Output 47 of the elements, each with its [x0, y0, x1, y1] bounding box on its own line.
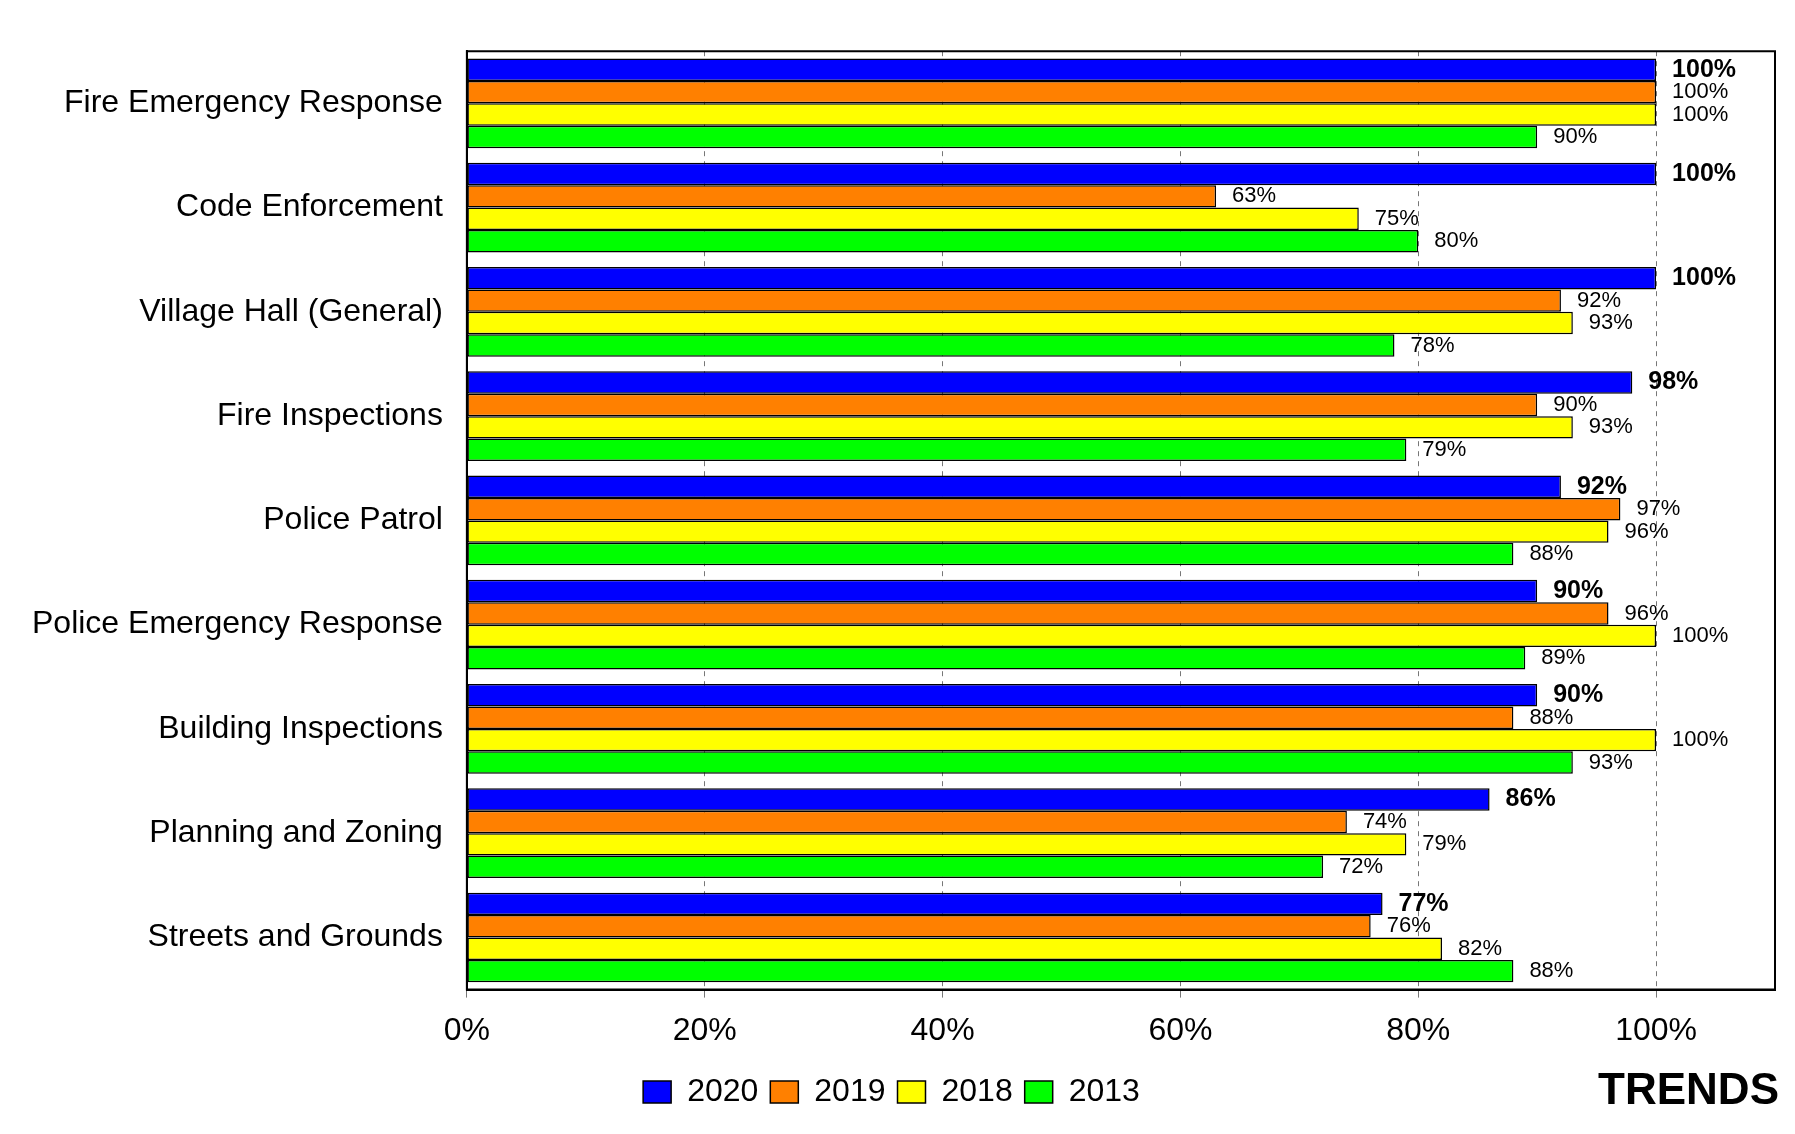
data-label: 79% [1422, 830, 1467, 856]
data-label: 93% [1588, 748, 1633, 774]
legend-label: 2013 [1068, 1071, 1140, 1108]
data-label: 75% [1374, 204, 1419, 230]
data-label: 79% [1422, 435, 1467, 461]
y-tick-label: Fire Emergency Response [64, 83, 443, 120]
x-tick-label: 100% [1615, 1010, 1697, 1047]
data-label: 88% [1529, 957, 1574, 983]
data-label: 100% [1672, 726, 1729, 752]
legend-label: 2019 [814, 1071, 886, 1108]
y-tick-label: Streets and Grounds [147, 917, 443, 954]
text: TRENDS [1598, 1064, 1779, 1114]
data-label: 78% [1410, 331, 1455, 357]
data-label: 90% [1553, 390, 1598, 416]
data-label: 92% [1576, 286, 1621, 312]
data-label: 63% [1232, 182, 1277, 208]
data-label: 86% [1505, 783, 1556, 812]
x-tick-label: 0% [443, 1010, 490, 1047]
y-tick-label: Planning and Zoning [149, 813, 443, 850]
data-label: 89% [1541, 644, 1586, 670]
x-tick-label: 80% [1386, 1010, 1451, 1047]
data-label: 100% [1672, 262, 1737, 291]
y-tick-label: Village Hall (General) [139, 291, 443, 328]
x-tick-label: 60% [1148, 1010, 1213, 1047]
data-label: 93% [1588, 309, 1633, 335]
data-label: 90% [1553, 574, 1604, 603]
data-label: 93% [1588, 413, 1633, 439]
data-label: 90% [1553, 123, 1598, 149]
data-label: 100% [1672, 157, 1737, 186]
x-tick-label: 20% [672, 1010, 737, 1047]
y-tick-label: Building Inspections [158, 708, 443, 745]
legend-label: 2020 [687, 1071, 759, 1108]
data-label: 96% [1624, 599, 1669, 625]
data-label: 100% [1672, 621, 1729, 647]
y-tick-label: Fire Inspections [217, 395, 443, 432]
legend-label: 2018 [941, 1071, 1013, 1108]
data-label: 74% [1362, 808, 1407, 834]
y-tick-label: Police Emergency Response [32, 604, 443, 641]
x-tick-label: 40% [910, 1010, 975, 1047]
data-label: 98% [1648, 366, 1699, 395]
data-label: 92% [1576, 470, 1627, 499]
data-label: 82% [1458, 934, 1503, 960]
y-tick-label: Code Enforcement [176, 187, 443, 224]
data-label: 80% [1434, 227, 1479, 253]
data-label: 88% [1529, 540, 1574, 566]
data-label: 72% [1339, 852, 1384, 878]
y-tick-label: Police Patrol [263, 500, 443, 537]
